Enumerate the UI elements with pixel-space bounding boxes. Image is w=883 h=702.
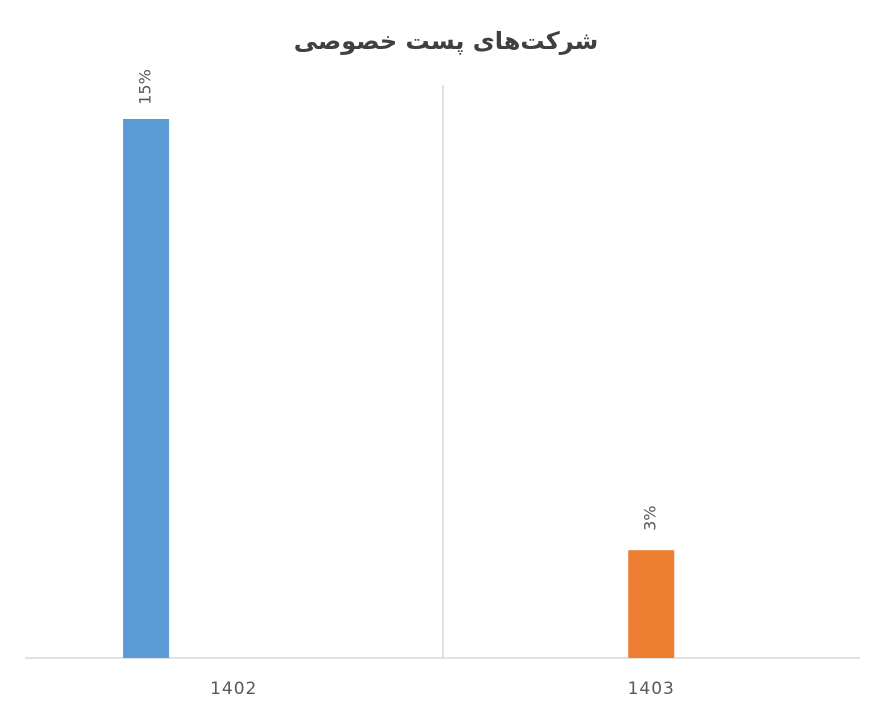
bar [628,550,675,658]
bar [123,119,170,658]
x-tick-label: 1402 [210,679,257,699]
x-tick-label: 1403 [628,679,675,699]
chart-title: شرکت‌های پست خصوصی [294,27,599,55]
value-label: 3% [641,506,660,531]
value-label: 15% [136,69,155,105]
